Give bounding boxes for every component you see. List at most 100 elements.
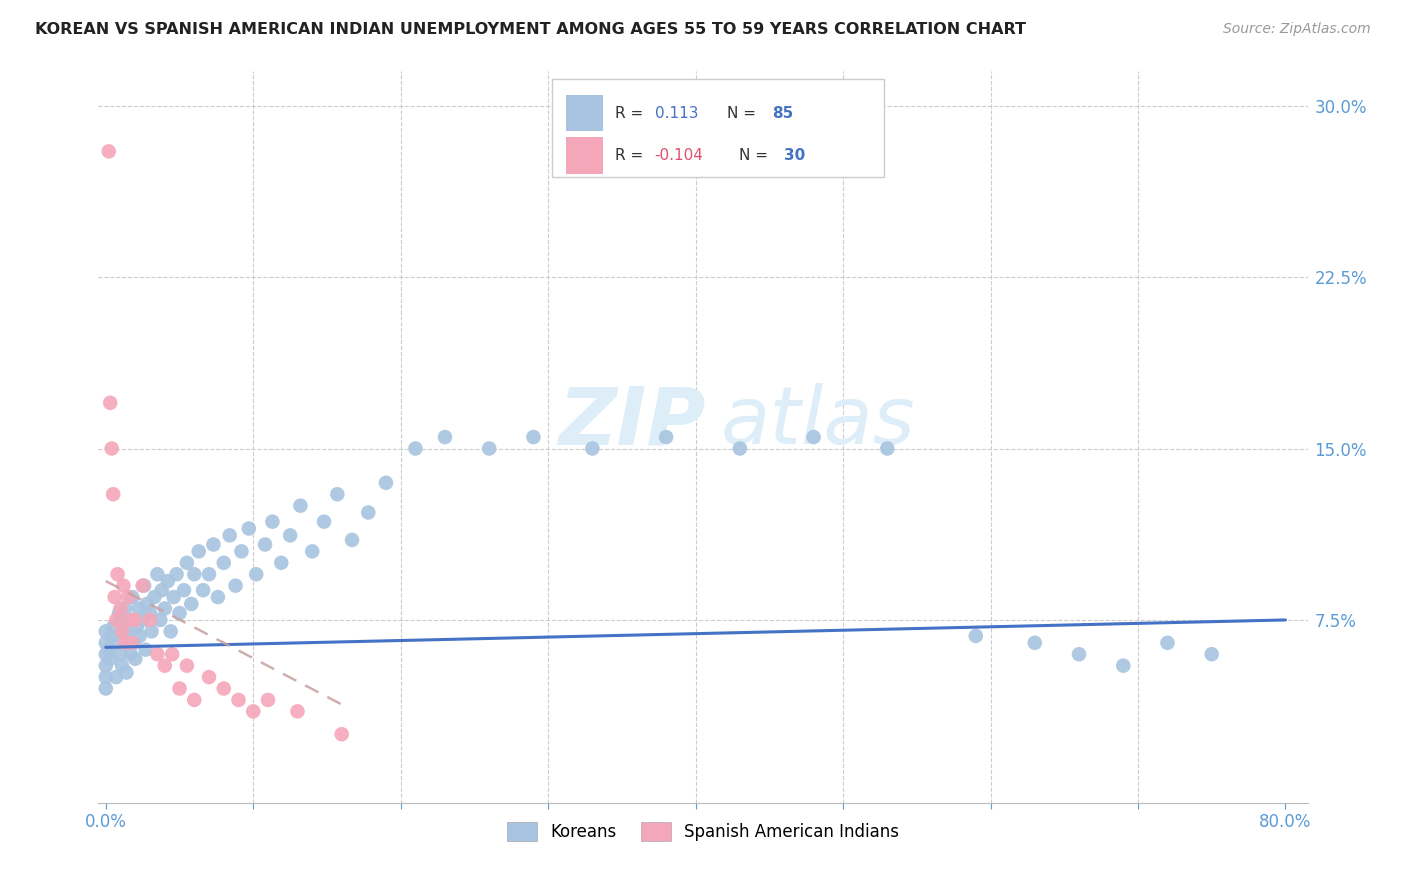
Point <box>270 556 292 570</box>
Text: 30: 30 <box>785 148 806 163</box>
Point <box>198 670 221 684</box>
Bar <box>567 137 603 174</box>
Point <box>121 590 143 604</box>
Point <box>121 636 143 650</box>
Text: N =: N = <box>727 105 761 120</box>
Point <box>141 624 163 639</box>
Point <box>101 620 124 634</box>
Point <box>655 430 678 444</box>
Point <box>107 567 129 582</box>
Point <box>114 601 136 615</box>
Point <box>160 647 183 661</box>
Point <box>375 475 398 490</box>
Point <box>117 629 139 643</box>
Text: -0.104: -0.104 <box>655 148 703 163</box>
Point <box>326 487 349 501</box>
Point <box>100 629 122 643</box>
Point <box>225 579 247 593</box>
Point <box>134 579 156 593</box>
Text: KOREAN VS SPANISH AMERICAN INDIAN UNEMPLOYMENT AMONG AGES 55 TO 59 YEARS CORRELA: KOREAN VS SPANISH AMERICAN INDIAN UNEMPL… <box>35 22 1026 37</box>
Point <box>262 515 284 529</box>
FancyBboxPatch shape <box>551 78 884 178</box>
Point <box>202 537 225 551</box>
Point <box>94 670 117 684</box>
Text: R =: R = <box>614 105 648 120</box>
Point <box>187 544 209 558</box>
Legend: Koreans, Spanish American Indians: Koreans, Spanish American Indians <box>498 814 908 849</box>
Text: 0.113: 0.113 <box>655 105 699 120</box>
Point <box>153 658 176 673</box>
Point <box>94 624 117 639</box>
Point <box>212 681 235 696</box>
Point <box>115 665 138 680</box>
Point <box>1067 647 1090 661</box>
Point <box>803 430 825 444</box>
Point <box>112 624 135 639</box>
Point <box>1201 647 1223 661</box>
Text: R =: R = <box>614 148 648 163</box>
Point <box>522 430 544 444</box>
Point <box>94 647 117 661</box>
Point <box>257 693 280 707</box>
Point <box>183 693 205 707</box>
Point <box>150 583 173 598</box>
Point <box>97 642 120 657</box>
Point <box>111 624 134 639</box>
Point <box>159 624 181 639</box>
Point <box>124 613 146 627</box>
Point <box>245 567 267 582</box>
Point <box>97 145 120 159</box>
Point <box>100 442 122 456</box>
Text: N =: N = <box>740 148 773 163</box>
Point <box>101 487 124 501</box>
Bar <box>567 95 603 131</box>
Point <box>207 590 229 604</box>
Text: atlas: atlas <box>721 384 915 461</box>
Point <box>1024 636 1046 650</box>
Text: 85: 85 <box>772 105 793 120</box>
Point <box>728 442 751 456</box>
Point <box>139 613 162 627</box>
Point <box>228 693 250 707</box>
Point <box>169 606 191 620</box>
Point <box>581 442 603 456</box>
Point <box>143 590 166 604</box>
Point <box>94 636 117 650</box>
Point <box>122 636 145 650</box>
Point <box>301 544 323 558</box>
Point <box>433 430 456 444</box>
Point <box>94 681 117 696</box>
Point <box>965 629 987 643</box>
Point <box>169 681 191 696</box>
Point <box>166 567 188 582</box>
Point <box>173 583 195 598</box>
Point <box>118 613 141 627</box>
Point <box>156 574 179 588</box>
Point <box>212 556 235 570</box>
Point <box>139 606 162 620</box>
Point <box>108 606 131 620</box>
Point <box>94 658 117 673</box>
Point <box>146 647 169 661</box>
Point <box>180 597 202 611</box>
Point <box>278 528 301 542</box>
Point <box>98 652 121 666</box>
Text: ZIP: ZIP <box>558 384 706 461</box>
Point <box>162 590 184 604</box>
Point <box>120 647 142 661</box>
Point <box>1112 658 1135 673</box>
Point <box>191 583 214 598</box>
Point <box>118 613 141 627</box>
Point <box>478 442 501 456</box>
Point <box>146 567 169 582</box>
Point <box>183 567 205 582</box>
Point <box>254 537 277 551</box>
Point <box>131 613 153 627</box>
Text: Source: ZipAtlas.com: Source: ZipAtlas.com <box>1223 22 1371 37</box>
Point <box>110 613 132 627</box>
Point <box>107 636 129 650</box>
Point <box>128 629 150 643</box>
Point <box>176 556 198 570</box>
Point <box>231 544 253 558</box>
Point <box>105 613 128 627</box>
